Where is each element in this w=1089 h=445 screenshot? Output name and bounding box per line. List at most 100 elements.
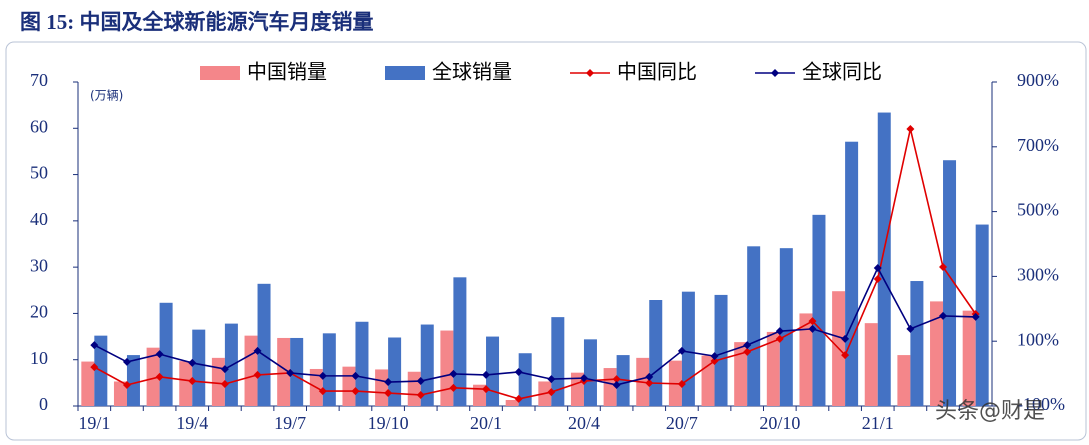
- line-marker: [318, 387, 327, 396]
- y-tick-label: 70: [30, 70, 48, 90]
- bar: [257, 283, 271, 406]
- bar: [407, 371, 421, 406]
- x-tick-label: 20/4: [568, 413, 600, 433]
- chart-title: 图 15: 中国及全球新能源汽车月度销量: [20, 10, 374, 34]
- bar: [388, 337, 402, 406]
- bar: [943, 160, 957, 406]
- y2-tick-label: -100%: [1017, 394, 1065, 414]
- line-marker: [220, 365, 229, 374]
- line-marker: [906, 324, 915, 333]
- x-tick-label: 19/7: [274, 413, 306, 433]
- bar: [159, 302, 173, 406]
- legend-marker: [771, 69, 779, 77]
- line-marker: [253, 346, 262, 355]
- x-tick-label: 20/1: [470, 413, 502, 433]
- x-tick-label: 19/1: [78, 413, 110, 433]
- y-tick-label: 30: [30, 255, 48, 275]
- bar: [244, 335, 258, 406]
- bar: [877, 112, 891, 406]
- line-marker: [90, 363, 99, 372]
- line-marker: [775, 334, 784, 343]
- line-marker: [220, 379, 229, 388]
- bar: [649, 300, 663, 406]
- bar: [583, 339, 597, 406]
- line-marker: [971, 312, 980, 321]
- bar: [603, 368, 617, 406]
- line-marker: [547, 375, 556, 384]
- line-marker: [645, 378, 654, 387]
- x-tick-label: 19/10: [368, 413, 409, 433]
- y-tick-label: 60: [30, 116, 48, 136]
- line-marker: [482, 385, 491, 394]
- bar: [277, 337, 291, 406]
- bar: [975, 224, 989, 406]
- bar: [81, 361, 95, 406]
- line-marker: [873, 263, 882, 272]
- line-marker: [155, 350, 164, 359]
- y2-tick-label: 900%: [1017, 70, 1059, 90]
- bar: [113, 381, 127, 406]
- line-marker: [449, 383, 458, 392]
- bar: [290, 337, 304, 406]
- line-marker: [579, 374, 588, 383]
- line-marker: [384, 378, 393, 387]
- y-tick-label: 10: [30, 348, 48, 368]
- bar: [440, 330, 454, 406]
- line-marker: [547, 388, 556, 397]
- line-marker: [743, 347, 752, 356]
- line-marker: [743, 341, 752, 350]
- line-marker: [645, 372, 654, 381]
- bar: [897, 355, 911, 406]
- line-marker: [612, 375, 621, 384]
- bar: [845, 141, 859, 407]
- line-marker: [416, 390, 425, 399]
- y-label: (万辆): [90, 89, 123, 103]
- y2-tick-label: 100%: [1017, 329, 1059, 349]
- x-tick-label: 20/7: [666, 413, 698, 433]
- line-marker: [841, 334, 850, 343]
- y-tick-label: 50: [30, 163, 48, 183]
- line-marker: [351, 387, 360, 396]
- line-marker: [710, 356, 719, 365]
- line-marker: [514, 394, 523, 403]
- line-marker: [122, 357, 131, 366]
- bar: [322, 333, 336, 406]
- x-tick-label: 19/4: [176, 413, 208, 433]
- bar: [551, 317, 565, 406]
- bar: [714, 294, 728, 406]
- legend-label: 中国销量: [247, 60, 327, 84]
- legend-label: 全球销量: [432, 60, 512, 84]
- line-marker: [188, 377, 197, 386]
- line-marker: [122, 380, 131, 389]
- legend-label: 全球同比: [802, 60, 882, 84]
- line-marker: [318, 371, 327, 380]
- line-marker: [449, 369, 458, 378]
- bar: [766, 331, 780, 406]
- line-marker: [416, 377, 425, 386]
- line-marker: [906, 124, 915, 133]
- bar: [126, 355, 140, 406]
- frame: [5, 41, 1087, 441]
- bar: [146, 347, 160, 406]
- line-marker: [677, 346, 686, 355]
- line: [93, 128, 977, 400]
- bar: [779, 248, 793, 406]
- legend-marker: [586, 69, 594, 77]
- line-marker: [808, 317, 817, 326]
- bar: [355, 321, 369, 406]
- bar: [518, 353, 532, 406]
- line-marker: [188, 358, 197, 367]
- bar: [910, 281, 924, 406]
- line-marker: [351, 371, 360, 380]
- line-marker: [939, 263, 948, 272]
- bar: [799, 313, 813, 406]
- bar: [747, 246, 761, 406]
- line-marker: [612, 380, 621, 389]
- line-marker: [514, 367, 523, 376]
- bar: [864, 323, 878, 406]
- y-tick-label: 0: [39, 394, 48, 414]
- bar: [420, 324, 434, 406]
- y2-tick-label: 300%: [1017, 265, 1059, 285]
